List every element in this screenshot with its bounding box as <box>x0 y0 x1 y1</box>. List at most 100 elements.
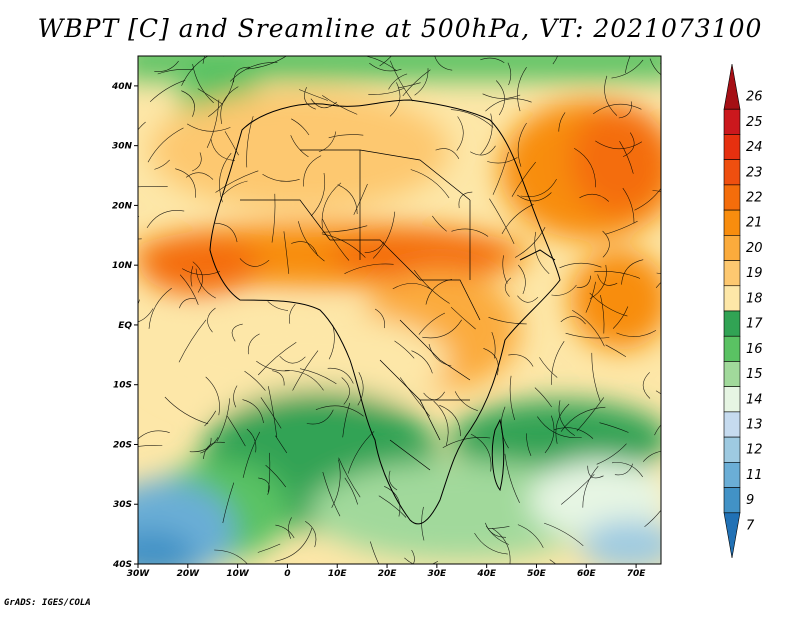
streamline <box>507 62 512 86</box>
streamline <box>246 116 254 168</box>
streamline <box>389 60 413 102</box>
streamline <box>616 330 657 337</box>
streamline <box>544 522 584 547</box>
lat-tick-label: 10N <box>112 261 133 271</box>
streamline <box>181 90 195 117</box>
streamline <box>470 145 496 156</box>
streamline <box>619 141 634 174</box>
streamline <box>315 405 364 417</box>
streamline <box>495 80 505 116</box>
lon-tick-label: 50E <box>527 569 547 579</box>
streamline <box>257 341 297 376</box>
streamline <box>504 277 512 297</box>
colorbar-label: 22 <box>746 191 763 206</box>
streamline <box>216 398 230 442</box>
streamline <box>388 73 408 90</box>
gridlines <box>240 149 481 471</box>
streamline <box>275 524 295 539</box>
colorbar-label: 9 <box>746 493 754 508</box>
streamline <box>305 520 317 548</box>
streamline <box>210 138 235 161</box>
streamline <box>593 103 642 115</box>
streamline <box>149 79 186 103</box>
colorbar-swatch <box>723 361 741 387</box>
lat-tick-label: 30S <box>113 500 132 510</box>
streamline <box>634 187 661 211</box>
streamline <box>289 303 296 324</box>
colorbar-swatch <box>723 411 741 438</box>
streamline <box>432 215 447 232</box>
streamline <box>328 324 335 360</box>
streamline <box>233 385 238 408</box>
streamline <box>404 557 439 564</box>
streamline <box>576 275 591 288</box>
lon-tick-label: 70E <box>627 569 647 579</box>
streamline <box>379 56 392 67</box>
streamline <box>594 271 641 279</box>
streamline <box>233 66 251 83</box>
lat-tick-label: 30N <box>112 142 133 152</box>
streamline <box>485 98 532 112</box>
streamline <box>649 58 661 76</box>
streamline <box>344 477 358 505</box>
streamline <box>181 56 209 86</box>
streamline <box>274 528 313 562</box>
colorbar-swatch <box>723 487 741 514</box>
streamline <box>229 62 278 82</box>
streamline <box>456 116 464 151</box>
lat-tick-label: 40S <box>112 560 132 570</box>
country-border <box>240 199 331 241</box>
streamline <box>222 180 248 196</box>
streamline <box>157 68 194 75</box>
streamline <box>146 210 185 229</box>
streamline <box>298 89 328 101</box>
streamline <box>341 377 350 405</box>
lon-tick-label: 60E <box>577 569 597 579</box>
colorbar-swatch <box>723 134 741 160</box>
streamline <box>290 135 309 158</box>
streamline <box>192 261 203 293</box>
streamline <box>642 451 661 462</box>
streamline <box>239 258 270 267</box>
streamline <box>321 182 342 229</box>
streamline <box>487 157 518 164</box>
streamline <box>306 409 334 425</box>
streamline <box>208 79 235 117</box>
streamline <box>599 422 629 433</box>
streamline <box>321 225 368 233</box>
streamline <box>514 227 546 258</box>
streamline <box>372 211 396 259</box>
streamline <box>418 312 446 335</box>
streamline <box>654 424 661 436</box>
streamline <box>179 298 196 309</box>
streamline <box>214 549 248 564</box>
streamline <box>554 427 594 439</box>
streamline <box>551 284 577 296</box>
streamline <box>138 186 168 188</box>
streamline <box>224 131 239 156</box>
country-border <box>389 439 431 471</box>
streamline <box>242 431 261 478</box>
streamline <box>186 123 231 132</box>
streamline <box>614 463 633 476</box>
streamline <box>190 266 194 287</box>
streamline <box>644 509 661 528</box>
streamline <box>292 350 319 391</box>
lon-tick-label: 20W <box>177 569 201 579</box>
streamline <box>480 57 505 63</box>
streamline <box>322 471 341 517</box>
colorbar-label: 15 <box>746 367 763 382</box>
streamline <box>399 377 431 417</box>
colorbar-swatch <box>723 184 741 211</box>
streamline <box>147 127 184 163</box>
streamline <box>572 310 605 347</box>
country-border <box>399 319 471 381</box>
streamline <box>378 495 407 518</box>
map-title: WBPT [C] and Sreamline at 500hPa, VT: 20… <box>37 14 763 43</box>
streamline <box>202 56 205 64</box>
streamline <box>488 317 527 325</box>
streamline <box>267 301 289 311</box>
streamline <box>526 433 532 457</box>
streamline <box>591 352 601 402</box>
